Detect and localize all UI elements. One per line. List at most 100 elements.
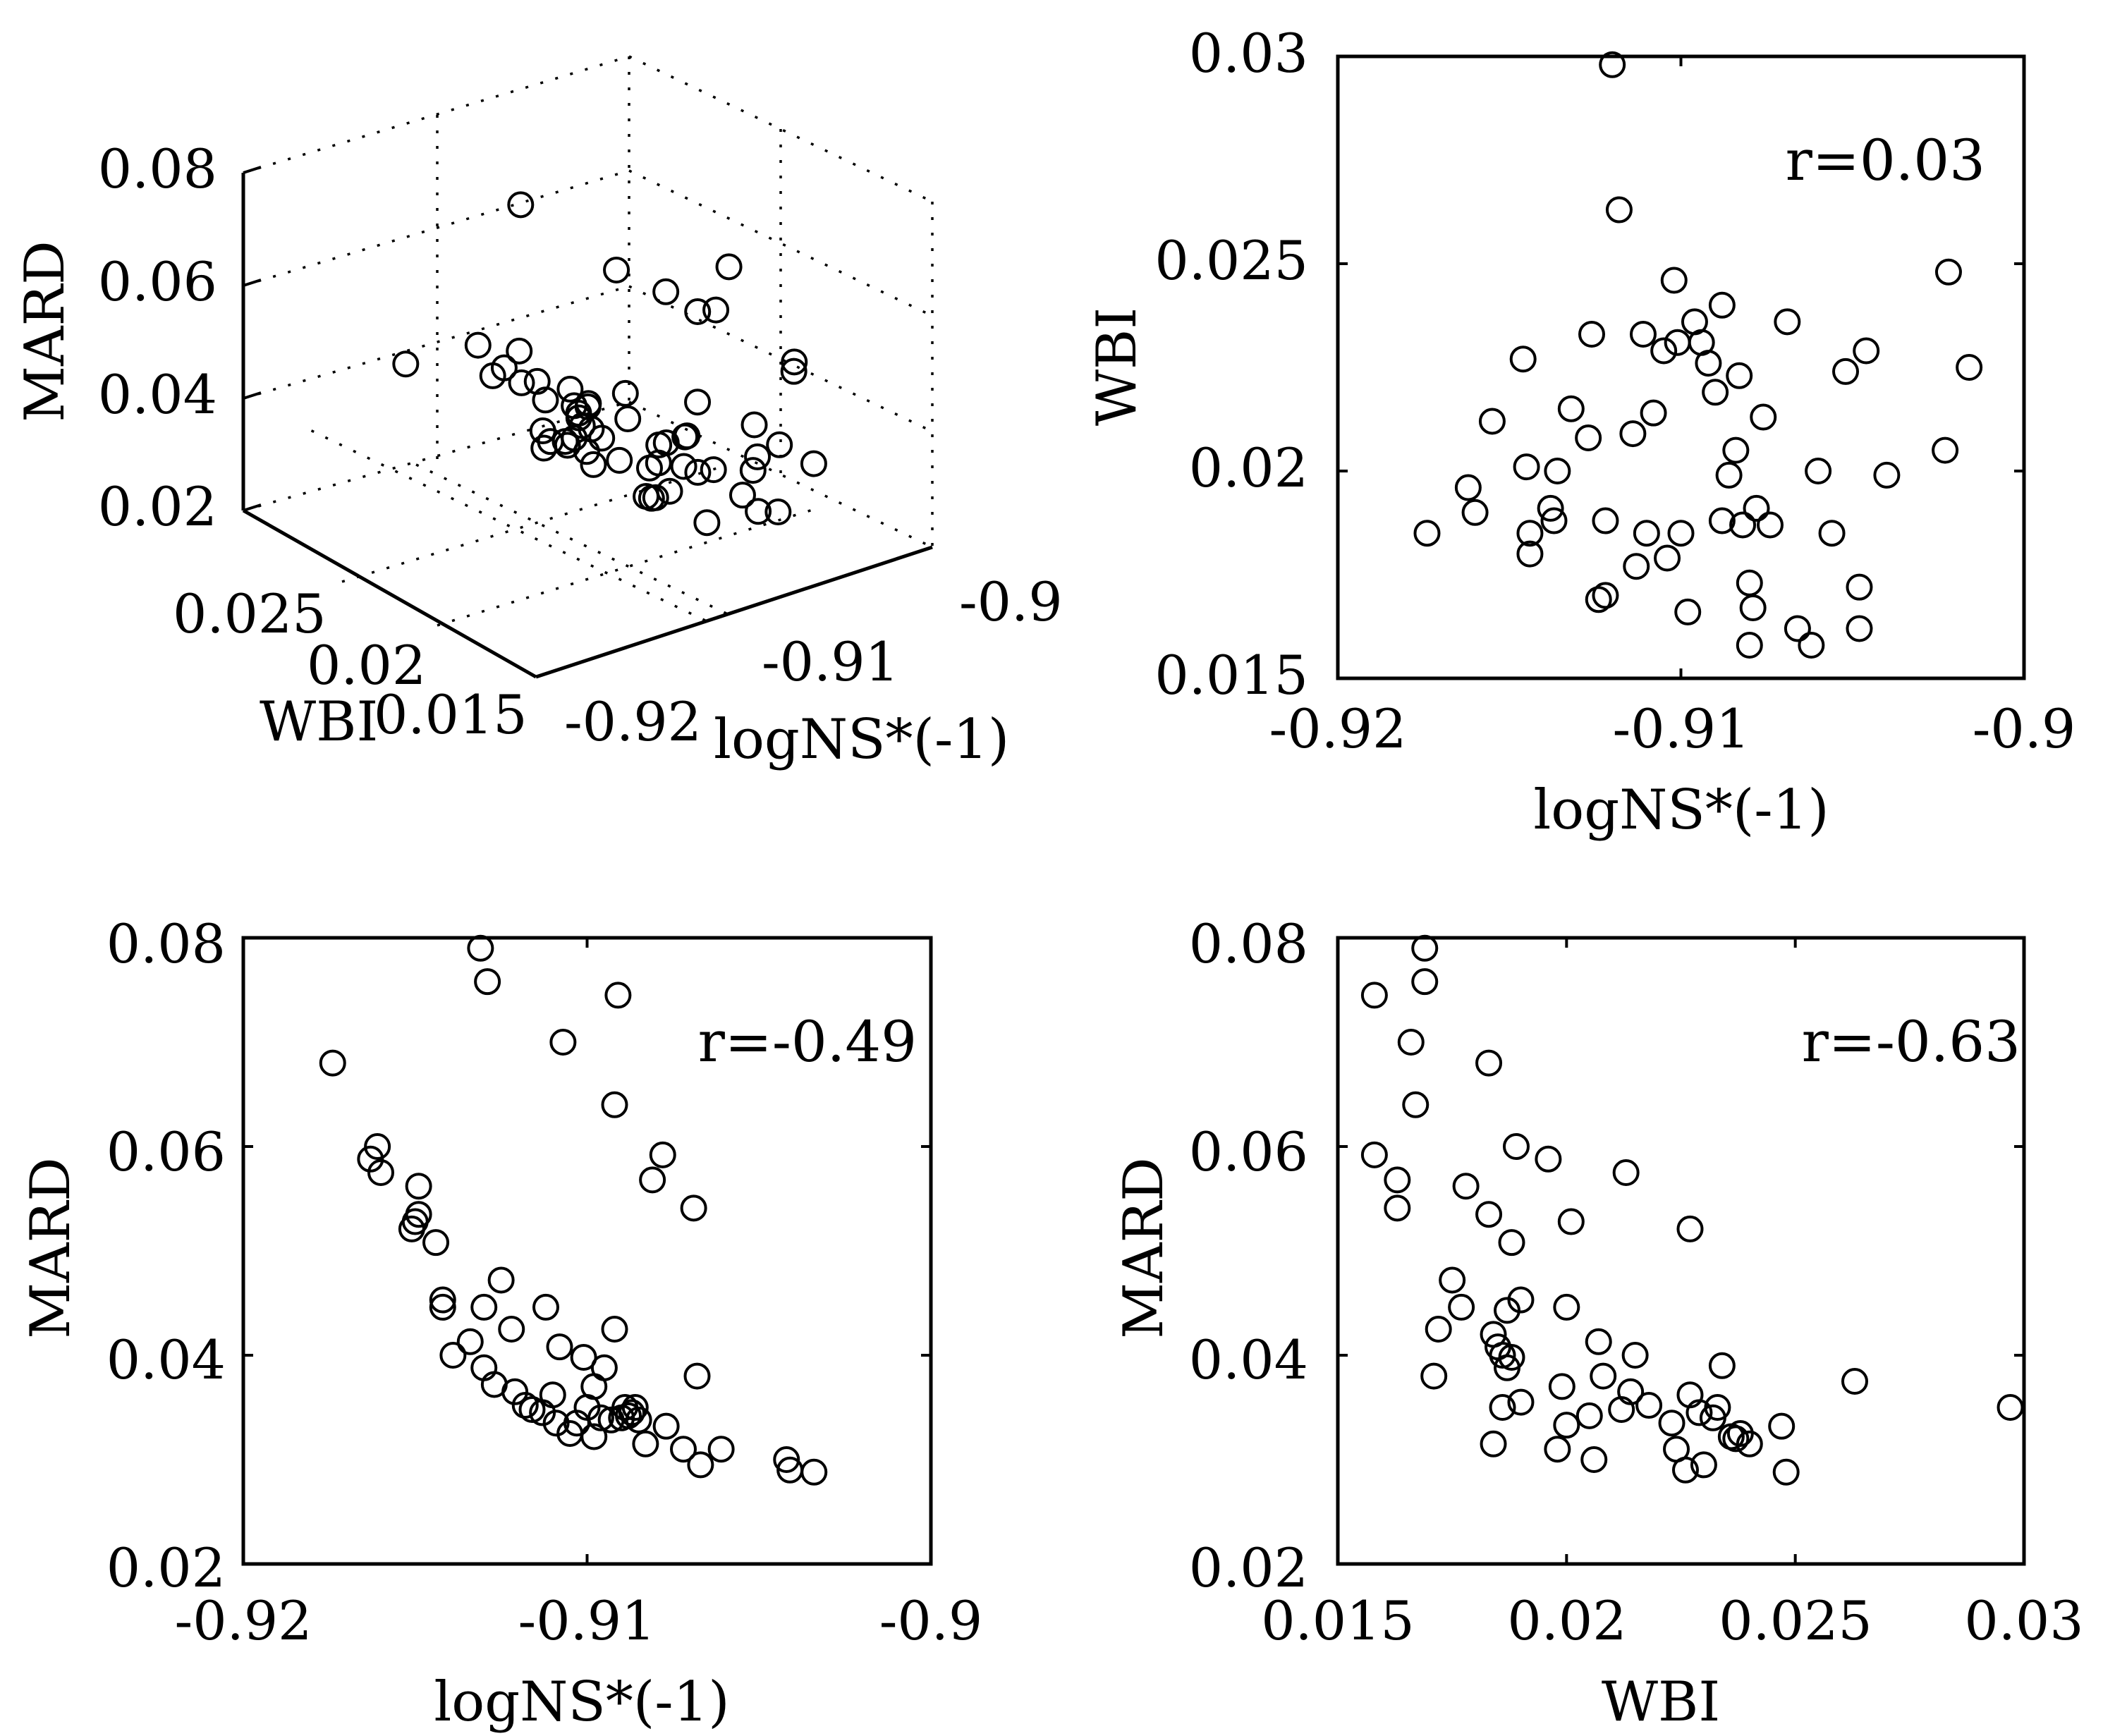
panel-3d-point-18 [464, 331, 492, 359]
panel-3d-point-16 [603, 256, 630, 283]
panel-d-axes-box [1336, 936, 2026, 1566]
panel-d-point-23 [1498, 1343, 1525, 1371]
panel-3d-point-43 [684, 458, 712, 486]
panel-c-point-21 [511, 1392, 539, 1419]
panel-3d-point-41 [745, 498, 772, 525]
panel-b-point-42 [1739, 594, 1767, 622]
panel-d-point-9 [1425, 1316, 1452, 1343]
panel-b-point-51 [1832, 357, 1860, 385]
panel-c-y-tick-3: 0.08 [106, 912, 226, 975]
panel-d-y-tick-1: 0.04 [1189, 1328, 1308, 1391]
panel-c-point-7 [405, 1173, 432, 1200]
panel-3d-point-56 [766, 431, 793, 458]
panel-3d-point-4 [479, 362, 506, 389]
y-tick-2: 0.015 [374, 683, 528, 746]
panel-b-point-5 [1513, 453, 1540, 481]
panel-d-x-tick-3: 0.03 [1964, 1589, 2083, 1652]
panel-b-y-label: WBI [1085, 307, 1149, 426]
panel-c-point-49 [649, 1141, 676, 1168]
panel-c-point-2 [364, 1133, 391, 1160]
panel-d-point-38 [1612, 1159, 1640, 1186]
panel-b-point-12 [1575, 424, 1602, 451]
panel-b-frame [1336, 54, 2026, 680]
panel-b-point-56 [1932, 436, 1959, 464]
panel-b-point-18 [1605, 196, 1633, 224]
panel-d-point-46 [1676, 1215, 1704, 1242]
panel-d-point-58 [1841, 1368, 1868, 1395]
panel-d-point-25 [1507, 1286, 1535, 1314]
panel-3d-point-57 [684, 389, 712, 416]
panel-3d-point-47 [764, 499, 792, 526]
panel-b-point-34 [1708, 507, 1736, 534]
panel-d-x-tick-1: 0.02 [1507, 1589, 1626, 1652]
panel-3d-point-52 [781, 348, 808, 376]
panel-c-point-52 [680, 1194, 707, 1222]
panel-3d-point-39 [684, 298, 712, 325]
panel-b-point-37 [1722, 436, 1750, 464]
panel-d-point-12 [1452, 1173, 1480, 1200]
panel-c-point-22 [518, 1395, 546, 1423]
panel-d-point-55 [1736, 1430, 1763, 1457]
panel-b-point-52 [1846, 573, 1873, 601]
panel-3d-point-53 [800, 450, 827, 477]
panel-c-point-33 [580, 1423, 608, 1450]
panel-c-point-12 [456, 1328, 484, 1355]
panel-3d-point-29 [693, 509, 721, 537]
panel-3d-point-12 [554, 432, 581, 459]
panel-c-point-8 [422, 1229, 449, 1257]
panel-c-point-54 [687, 1451, 714, 1479]
panel-d-point-31 [1553, 1293, 1580, 1321]
panel-b-point-17 [1599, 51, 1626, 78]
panel-b-point-3 [1478, 408, 1506, 435]
panel-b-point-45 [1756, 511, 1784, 539]
panel-b-y-tick-2: 0.025 [1154, 229, 1308, 292]
panel-d-point-11 [1448, 1293, 1475, 1321]
panel-d-x-tick-0: 0.015 [1261, 1589, 1415, 1652]
panel-c-point-20 [501, 1378, 529, 1405]
panel-3d-point-26 [529, 417, 556, 445]
panel-c-point-1 [357, 1145, 384, 1173]
panel-d-point-1 [1360, 1141, 1388, 1168]
panel-c-point-34 [580, 1373, 608, 1400]
panel-b-point-53 [1846, 615, 1873, 642]
panel-d-point-29 [1548, 1373, 1575, 1400]
panel-b-point-1 [1454, 474, 1482, 501]
panel-3d-point-34 [670, 453, 697, 480]
panel-d-point-7 [1411, 968, 1439, 996]
panel-3d-point-38 [611, 379, 639, 407]
panel-d-point-35 [1585, 1328, 1612, 1355]
panel-d-point-28 [1544, 1436, 1571, 1463]
panel-c-point-46 [625, 1406, 652, 1434]
panel-3d-point-14 [635, 454, 663, 482]
panel-3d-point-5 [532, 386, 559, 414]
panel-d-point-10 [1439, 1266, 1466, 1294]
panel-d-point-57 [1772, 1458, 1800, 1486]
panel-b-point-36 [1715, 461, 1743, 489]
panel-b-point-20 [1623, 553, 1650, 580]
panel-b-point-10 [1544, 458, 1571, 484]
panel-b-point-39 [1729, 511, 1757, 539]
panel-c-point-55 [707, 1436, 735, 1463]
panel-3d-point-0 [506, 337, 533, 365]
panel-b-y-tick-0: 0.015 [1154, 644, 1308, 707]
panel-c-point-35 [587, 1404, 614, 1431]
panel-d-point-40 [1621, 1342, 1649, 1369]
panel-mard-vs-wbi: 0.02 0.04 0.06 0.08 0.015 0.02 0.025 0.0… [1112, 912, 2084, 1734]
panel-c-point-47 [632, 1430, 659, 1457]
panel-3d-box [241, 55, 934, 679]
panel-b-point-35 [1708, 291, 1736, 319]
panel-c-point-38 [601, 1316, 628, 1343]
panel-b-point-29 [1674, 598, 1702, 625]
panel-3d-point-2 [523, 367, 551, 395]
panel-d-point-8 [1420, 1362, 1448, 1390]
panel-d-point-44 [1671, 1456, 1699, 1484]
panel-b-point-24 [1650, 337, 1678, 365]
panel-d-point-33 [1575, 1402, 1603, 1429]
panel-3d-point-55 [744, 443, 772, 470]
panel-c-point-16 [474, 968, 501, 996]
panel-d-point-26 [1507, 1388, 1535, 1416]
x-tick-1: -0.91 [762, 630, 899, 693]
panel-c-point-31 [570, 1343, 597, 1371]
panel-d-point-30 [1553, 1412, 1580, 1439]
panel-3d-point-17 [392, 350, 420, 378]
